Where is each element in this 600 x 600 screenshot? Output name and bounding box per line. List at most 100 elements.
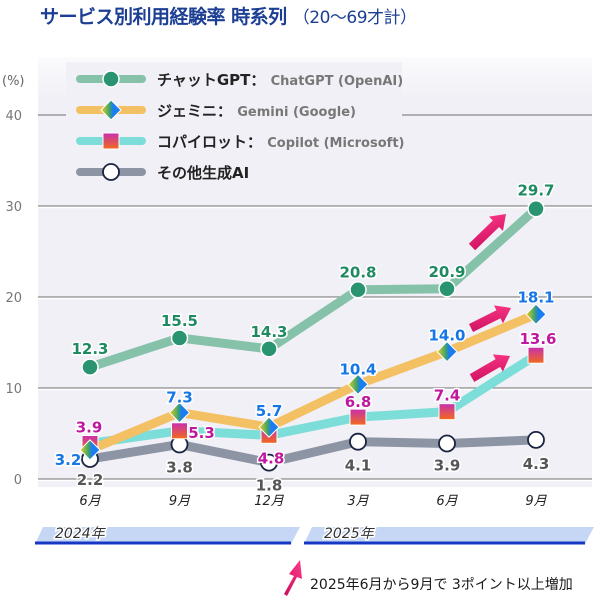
legend-item: ジェミニ： Gemini (Google) <box>76 99 356 121</box>
legend-separator: ： <box>247 133 267 151</box>
legend-label: その他生成AI <box>157 164 249 182</box>
square-marker <box>349 408 367 426</box>
x-tick-label: 12月 <box>254 494 285 509</box>
marker-diamond <box>168 401 191 424</box>
y-tick-label: 0 <box>14 473 22 488</box>
year-label: 2025年 <box>324 526 376 542</box>
diamond-marker <box>100 99 122 121</box>
legend-separator: ： <box>250 71 270 89</box>
circle-marker <box>438 280 456 298</box>
y-tick-label: 20 <box>5 291 22 306</box>
data-label: 14.0 <box>428 327 465 345</box>
legend: チャットGPT： ChatGPT (OpenAI)ジェミニ： Gemini (G… <box>76 70 404 182</box>
x-tick-label: 6月 <box>79 494 101 509</box>
open-circle-marker <box>438 434 456 453</box>
marker-square <box>527 346 545 364</box>
y-axis-ticks: 0 10 20 30 40 <box>5 109 22 488</box>
legend-separator: ： <box>217 102 237 120</box>
marker-diamond <box>258 416 280 438</box>
data-label: 6.8 <box>345 393 372 411</box>
marker-diamond <box>347 373 369 396</box>
marker-square <box>102 132 120 150</box>
open-circle-marker <box>349 432 367 451</box>
y-tick-label: 40 <box>5 109 22 124</box>
data-label: 3.2 <box>55 451 82 469</box>
increase-arrow-icon <box>469 354 511 382</box>
data-label: 13.6 <box>519 330 556 348</box>
marker-circle <box>81 358 99 376</box>
gridlines <box>38 114 592 482</box>
diamond-marker <box>168 401 191 424</box>
open-circle-marker <box>260 453 278 472</box>
x-tick-label: 9月 <box>525 494 547 509</box>
annotation-arrow-icon <box>284 560 302 596</box>
legend-label: チャットGPT： ChatGPT (OpenAI) <box>157 71 403 89</box>
open-circle-marker <box>527 430 545 449</box>
data-labels: 12.3 15.5 14.3 20.8 20.9 29.7 3.2 7.3 5.7 10.4 14.… <box>53 180 558 496</box>
data-label: 2.2 <box>77 471 104 489</box>
x-tick-label: 3月 <box>347 494 369 509</box>
marker-open-circle <box>438 434 456 453</box>
legend-name-ja: ジェミニ <box>157 102 217 120</box>
annotation-text: 2025年6月から9月で 3ポイント以上増加 <box>310 577 573 593</box>
y-tick-label: 30 <box>5 200 22 215</box>
marker-open-circle <box>102 163 120 181</box>
data-label: 3.9 <box>76 419 103 437</box>
data-label: 4.3 <box>523 455 550 473</box>
legend-item: コパイロット： Copilot (Microsoft) <box>76 132 404 151</box>
circle-marker <box>170 329 189 347</box>
marker-square <box>438 403 456 421</box>
legend-name-ja: その他生成AI <box>157 164 249 182</box>
circle-marker <box>349 280 367 299</box>
arrow-shape <box>468 214 506 251</box>
data-label: 29.7 <box>517 182 554 200</box>
legend-name-en: ChatGPT (OpenAI) <box>271 74 404 89</box>
data-label: 7.3 <box>166 389 193 407</box>
open-circle-marker <box>102 163 120 181</box>
data-label: 4.1 <box>345 457 372 475</box>
year-band: 2024年 <box>35 525 300 545</box>
circle-marker <box>81 358 99 376</box>
increase-arrow-icon <box>468 214 506 251</box>
legend-name-ja: チャットGPT <box>157 71 251 89</box>
diamond-marker <box>347 373 369 396</box>
series-group <box>79 199 547 472</box>
marker-circle <box>349 280 367 299</box>
marker-open-circle <box>349 432 367 451</box>
square-marker <box>438 403 456 421</box>
data-label: 7.4 <box>434 387 461 405</box>
data-label: 20.8 <box>339 264 376 282</box>
circle-marker <box>260 340 278 358</box>
data-label: 18.1 <box>517 288 554 306</box>
series-line <box>85 309 541 455</box>
data-label: 4.8 <box>258 449 285 467</box>
data-label: 14.3 <box>250 323 287 341</box>
circle-marker <box>527 199 545 218</box>
data-label: 3.8 <box>166 458 193 476</box>
marker-circle <box>170 329 189 347</box>
increase-arrow-icon <box>468 305 512 333</box>
increase-arrows <box>468 214 512 382</box>
legend-item: チャットGPT： ChatGPT (OpenAI) <box>76 70 403 89</box>
marker-diamond <box>525 303 547 325</box>
data-label: 15.5 <box>161 312 198 330</box>
legend-label: コパイロット： Copilot (Microsoft) <box>157 133 404 151</box>
series-line <box>85 350 541 449</box>
marker-circle <box>527 199 545 218</box>
arrow-shape <box>469 354 511 382</box>
data-label: 12.3 <box>71 340 108 358</box>
series-line <box>85 435 541 468</box>
year-bands: 2024年 2025年 <box>35 525 594 545</box>
year-band-fill <box>35 527 300 544</box>
legend-name-en: Gemini (Google) <box>237 105 356 120</box>
data-label: 5.7 <box>256 402 283 420</box>
series-line <box>85 204 541 372</box>
marker-square <box>349 408 367 426</box>
chart-title-sub: （20〜69才計） <box>292 8 417 28</box>
marker-diamond <box>79 439 101 461</box>
data-label: 1.8 <box>256 477 283 495</box>
marker-circle <box>438 280 456 298</box>
x-axis-ticks: 6月 9月 12月 3月 6月 9月 <box>79 494 547 509</box>
legend-name-en: Copilot (Microsoft) <box>267 136 404 151</box>
